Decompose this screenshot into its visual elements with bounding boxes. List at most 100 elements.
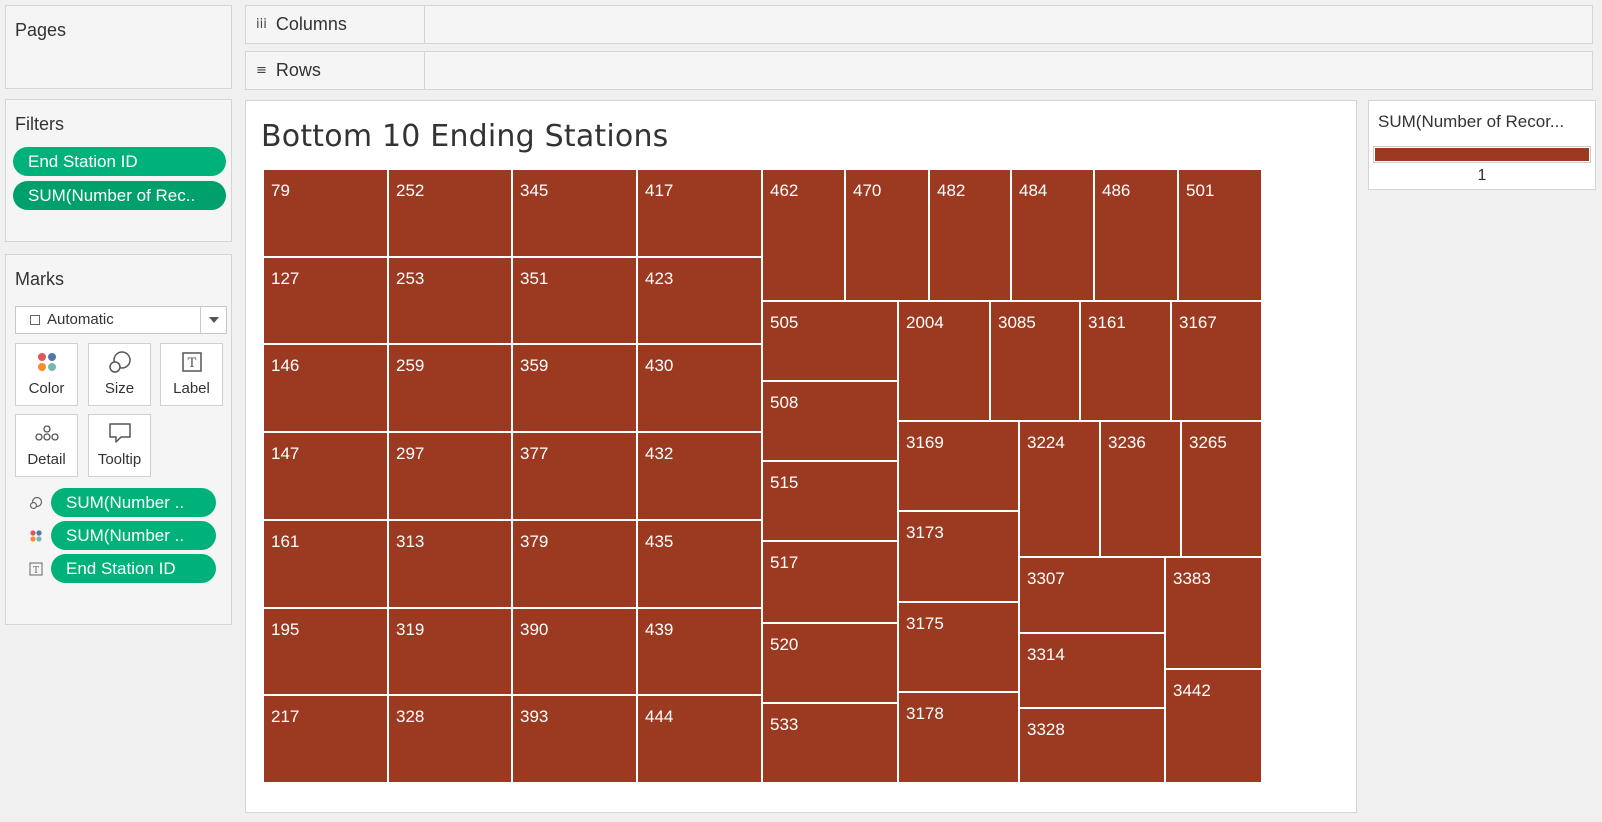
treemap[interactable]: 79 127 146 147 161 195 217 252 253 259 297 313 319 32… [263,169,1283,798]
treemap-cell-label: 79 [271,181,290,200]
label-field-pill[interactable]: End Station ID [51,554,216,583]
color-field-pill[interactable]: SUM(Number .. [51,521,216,550]
pages-card[interactable]: Pages [5,5,232,89]
columns-drop-area[interactable] [426,6,1592,43]
treemap-cell[interactable]: 533 [762,703,898,783]
treemap-cell[interactable]: 3178 [898,692,1019,783]
treemap-cell-label: 147 [271,444,300,463]
treemap-cell[interactable]: 313 [388,520,512,608]
treemap-cell-label: 127 [271,269,300,288]
svg-text:T: T [33,566,39,576]
treemap-cell[interactable]: 430 [637,344,762,432]
treemap-cell[interactable]: 217 [263,695,388,783]
treemap-cell[interactable]: 379 [512,520,637,608]
filters-card[interactable]: Filters End Station ID SUM(Number of Rec… [5,99,232,242]
treemap-cell[interactable]: 3307 [1019,557,1165,633]
treemap-cell-label: 3383 [1173,569,1211,588]
treemap-cell[interactable]: 508 [762,381,898,461]
treemap-cell[interactable]: 328 [388,695,512,783]
treemap-cell[interactable]: 377 [512,432,637,520]
chevron-down-icon[interactable] [200,307,226,333]
treemap-cell[interactable]: 351 [512,257,637,344]
treemap-cell[interactable]: 520 [762,623,898,703]
rows-shelf[interactable]: ≡ Rows [245,51,1593,90]
treemap-cell[interactable]: 439 [637,608,762,695]
treemap-cell-label: 3236 [1108,433,1146,452]
treemap-cell[interactable]: 501 [1178,169,1262,301]
color-field-icon [28,528,44,544]
mark-type-value: Automatic [47,311,114,328]
columns-shelf[interactable]: iii Columns [245,5,1593,44]
detail-icon [34,425,59,441]
viz-title: Bottom 10 Ending Stations [261,119,669,154]
treemap-cell[interactable]: 127 [263,257,388,344]
treemap-cell[interactable]: 3161 [1080,301,1171,421]
filters-title: Filters [15,114,64,134]
treemap-cell-label: 439 [645,620,674,639]
rows-drop-area[interactable] [426,52,1592,89]
treemap-cell[interactable]: 253 [388,257,512,344]
treemap-cell[interactable]: 432 [637,432,762,520]
treemap-cell-label: 319 [396,620,425,639]
treemap-cell[interactable]: 486 [1094,169,1178,301]
mark-type-dropdown[interactable]: Automatic [15,306,227,334]
treemap-cell[interactable]: 3224 [1019,421,1100,557]
treemap-cell[interactable]: 161 [263,520,388,608]
treemap-cell[interactable]: 319 [388,608,512,695]
treemap-cell[interactable]: 345 [512,169,637,257]
treemap-cell-label: 470 [853,181,882,200]
rows-label: Rows [275,60,321,80]
treemap-cell[interactable]: 515 [762,461,898,541]
treemap-cell[interactable]: 505 [762,301,898,381]
treemap-cell[interactable]: 147 [263,432,388,520]
treemap-cell[interactable]: 297 [388,432,512,520]
treemap-cell[interactable]: 3173 [898,511,1019,602]
size-field-pill[interactable]: SUM(Number .. [51,488,216,517]
treemap-cell[interactable]: 195 [263,608,388,695]
color-button[interactable]: Color [15,343,78,406]
size-legend[interactable]: SUM(Number of Recor... 1 [1368,100,1596,190]
detail-button[interactable]: Detail [15,414,78,477]
treemap-cell[interactable]: 435 [637,520,762,608]
pages-title: Pages [15,20,67,40]
treemap-cell-label: 435 [645,532,674,551]
treemap-cell[interactable]: 359 [512,344,637,432]
treemap-cell[interactable]: 423 [637,257,762,344]
tooltip-button[interactable]: Tooltip [88,414,151,477]
treemap-cell[interactable]: 484 [1011,169,1094,301]
treemap-cell[interactable]: 79 [263,169,388,257]
svg-text:T: T [187,356,196,371]
treemap-cell[interactable]: 146 [263,344,388,432]
treemap-cell[interactable]: 3383 [1165,557,1262,669]
treemap-cell-label: 3442 [1173,681,1211,700]
treemap-cell-label: 3307 [1027,569,1065,588]
treemap-cell[interactable]: 3236 [1100,421,1181,557]
treemap-cell[interactable]: 393 [512,695,637,783]
treemap-cell[interactable]: 482 [929,169,1011,301]
treemap-cell[interactable]: 259 [388,344,512,432]
treemap-cell[interactable]: 3442 [1165,669,1262,783]
treemap-cell[interactable]: 2004 [898,301,990,421]
treemap-cell-label: 3314 [1027,645,1065,664]
treemap-cell[interactable]: 470 [845,169,929,301]
treemap-cell[interactable]: 417 [637,169,762,257]
label-button[interactable]: T Label [160,343,223,406]
treemap-cell[interactable]: 3167 [1171,301,1262,421]
size-button[interactable]: Size [88,343,151,406]
treemap-cell[interactable]: 3265 [1181,421,1262,557]
treemap-cell-label: 505 [770,313,799,332]
treemap-cell[interactable]: 444 [637,695,762,783]
treemap-cell[interactable]: 3175 [898,602,1019,692]
treemap-cell-label: 3224 [1027,433,1065,452]
treemap-cell[interactable]: 517 [762,541,898,623]
treemap-cell[interactable]: 3314 [1019,633,1165,708]
treemap-cell[interactable]: 3085 [990,301,1080,421]
treemap-cell[interactable]: 252 [388,169,512,257]
filter-pill-end-station-id[interactable]: End Station ID [13,147,226,176]
treemap-cell[interactable]: 462 [762,169,845,301]
treemap-cell[interactable]: 390 [512,608,637,695]
filter-pill-sum-records[interactable]: SUM(Number of Rec.. [13,181,226,210]
treemap-cell-label: 520 [770,635,799,654]
treemap-cell[interactable]: 3328 [1019,708,1165,783]
treemap-cell[interactable]: 3169 [898,421,1019,511]
